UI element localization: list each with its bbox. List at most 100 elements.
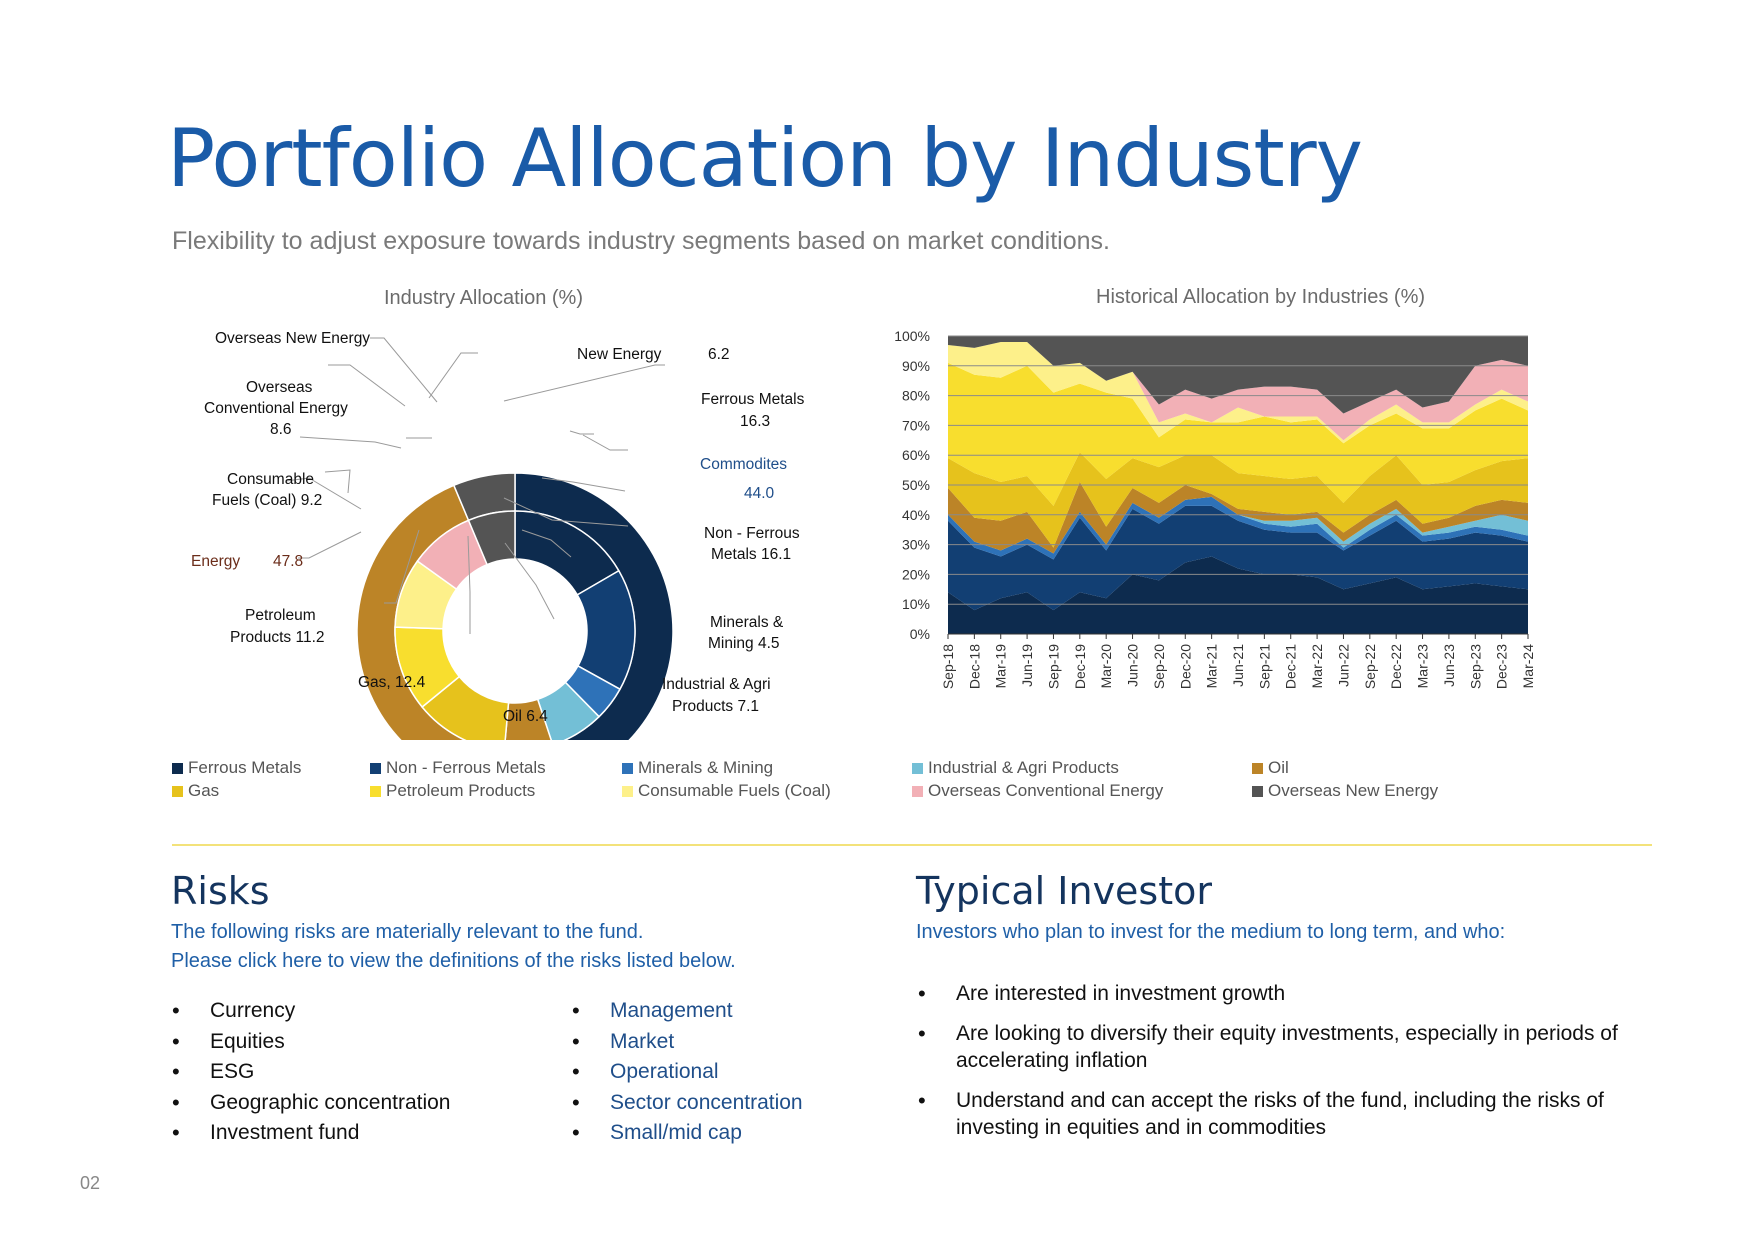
risk-item: Sector concentration	[572, 1088, 803, 1119]
typical-investor-intro: Investors who plan to invest for the med…	[916, 921, 1506, 943]
page-number: 02	[80, 1173, 101, 1193]
y-tick-label: 10%	[902, 596, 930, 612]
y-tick-label: 40%	[902, 507, 930, 523]
x-tick-label: Dec-19	[1072, 644, 1088, 689]
x-tick-label: Dec-20	[1177, 644, 1193, 689]
x-tick-label: Jun-19	[1019, 644, 1035, 687]
area-series-consumable-fuels-coal	[948, 341, 1528, 444]
label-commodities: Commodites	[700, 456, 787, 473]
risks-list-right: ManagementMarketOperationalSector concen…	[572, 996, 803, 1149]
legend-label: Ferrous Metals	[188, 758, 302, 777]
leader-line	[285, 477, 362, 510]
label-energy: Energy	[191, 553, 241, 570]
legend-swatch	[370, 762, 381, 774]
legend-item-industrial-agri-products: Industrial & Agri Products	[912, 758, 1119, 778]
legend-label: Gas	[188, 781, 220, 800]
legend-label: Non - Ferrous Metals	[386, 758, 546, 777]
label-nonferrous-2: Metals 16.1	[711, 546, 792, 563]
legend-label: Oil	[1268, 758, 1289, 777]
investor-criterion-item: Are looking to diversify their equity in…	[918, 1020, 1638, 1074]
y-tick-label: 70%	[902, 417, 930, 433]
x-tick-label: Dec-23	[1494, 644, 1510, 689]
leader-line	[503, 497, 629, 527]
legend-item-consumable-fuels-coal: Consumable Fuels (Coal)	[622, 781, 831, 801]
label-industrial-1: Industrial & Agri	[662, 676, 771, 693]
x-tick-label: Sep-19	[1045, 644, 1061, 689]
risk-item: Small/mid cap	[572, 1118, 803, 1149]
y-tick-label: 90%	[902, 358, 930, 374]
label-petroleum-1: Petroleum	[245, 607, 316, 624]
y-tick-label: 60%	[902, 447, 930, 463]
label-commodities-value: 44.0	[744, 485, 775, 502]
legend-swatch	[622, 762, 633, 774]
risk-item: Management	[572, 996, 803, 1027]
y-tick-label: 50%	[902, 477, 930, 493]
legend-label: Minerals & Mining	[638, 758, 774, 777]
page-subtitle: Flexibility to adjust exposure towards i…	[172, 227, 1110, 255]
label-overseas-conv-2: Conventional Energy	[204, 400, 348, 417]
legend-label: Overseas Conventional Energy	[928, 781, 1164, 800]
leader-line	[324, 469, 351, 494]
label-industrial-2: Products 7.1	[672, 698, 760, 715]
leader-line	[298, 531, 362, 559]
area-series-overseas-new-energy	[948, 336, 1528, 414]
legend-item-non-ferrous-metals: Non - Ferrous Metals	[370, 758, 546, 778]
area-series-overseas-conventional-energy	[948, 341, 1528, 441]
y-tick-label: 80%	[902, 388, 930, 404]
legend-label: Petroleum Products	[386, 781, 536, 800]
area-series-oil	[948, 482, 1528, 554]
x-tick-label: Sep-21	[1256, 644, 1272, 689]
risks-definitions-link[interactable]: Please click here to view the definition…	[171, 950, 736, 972]
donut-chart-title: Industry Allocation (%)	[384, 287, 583, 309]
legend-label: Consumable Fuels (Coal)	[638, 781, 831, 800]
risk-item: Geographic concentration	[172, 1088, 451, 1119]
legend-item-overseas-new-energy: Overseas New Energy	[1252, 781, 1438, 801]
investor-criterion-item: Understand and can accept the risks of t…	[918, 1087, 1638, 1141]
label-energy-value: 47.8	[273, 553, 304, 570]
risk-item: Equities	[172, 1027, 451, 1058]
x-tick-label: Sep-23	[1467, 644, 1483, 689]
label-petroleum-2: Products 11.2	[230, 629, 325, 646]
x-tick-label: Dec-18	[966, 644, 982, 689]
label-gas: Gas, 12.4	[358, 674, 426, 691]
label-minerals-1: Minerals &	[710, 614, 784, 631]
x-tick-label: Mar-19	[993, 644, 1009, 689]
leader-line	[328, 364, 406, 407]
x-tick-label: Jun-23	[1441, 644, 1457, 687]
label-oil: Oil 6.4	[503, 708, 548, 725]
label-minerals-2: Mining 4.5	[708, 635, 780, 652]
leader-line	[582, 434, 628, 451]
x-tick-label: Dec-21	[1283, 644, 1299, 689]
legend-item-ferrous-metals: Ferrous Metals	[172, 758, 301, 778]
area-series-ferrous-metals	[948, 556, 1528, 634]
y-tick-label: 100%	[894, 328, 930, 344]
x-tick-label: Jun-20	[1125, 644, 1141, 687]
leader-line	[504, 542, 555, 620]
label-nonferrous-1: Non - Ferrous	[704, 525, 800, 542]
legend-label: Industrial & Agri Products	[928, 758, 1119, 777]
x-tick-label: Dec-22	[1388, 644, 1404, 689]
risk-item: ESG	[172, 1057, 451, 1088]
risk-item: Market	[572, 1027, 803, 1058]
risk-item: Currency	[172, 996, 451, 1027]
x-tick-label: Mar-23	[1415, 644, 1431, 689]
area-series-industrial-agri-products	[948, 496, 1528, 554]
legend-swatch	[1252, 762, 1263, 774]
risk-item: Operational	[572, 1057, 803, 1088]
legend-swatch	[370, 785, 381, 797]
typical-investor-heading: Typical Investor	[916, 869, 1213, 913]
legend-item-oil: Oil	[1252, 758, 1289, 778]
leader-line	[384, 529, 420, 604]
area-series-minerals-mining	[948, 496, 1528, 560]
x-tick-label: Jun-21	[1230, 644, 1246, 687]
x-tick-label: Sep-18	[940, 644, 956, 689]
chart-legend: Ferrous Metals Non - Ferrous Metals Minera…	[172, 758, 1672, 808]
label-ferrous-metals: Ferrous Metals	[701, 391, 805, 408]
x-tick-label: Sep-22	[1362, 644, 1378, 689]
page-title: Portfolio Allocation by Industry	[167, 112, 1363, 205]
x-tick-label: Mar-21	[1204, 644, 1220, 689]
legend-swatch	[172, 762, 183, 774]
label-new-energy: New Energy	[577, 346, 662, 363]
area-series-non-ferrous-metals	[948, 505, 1528, 611]
area-chart-title: Historical Allocation by Industries (%)	[1096, 286, 1426, 308]
